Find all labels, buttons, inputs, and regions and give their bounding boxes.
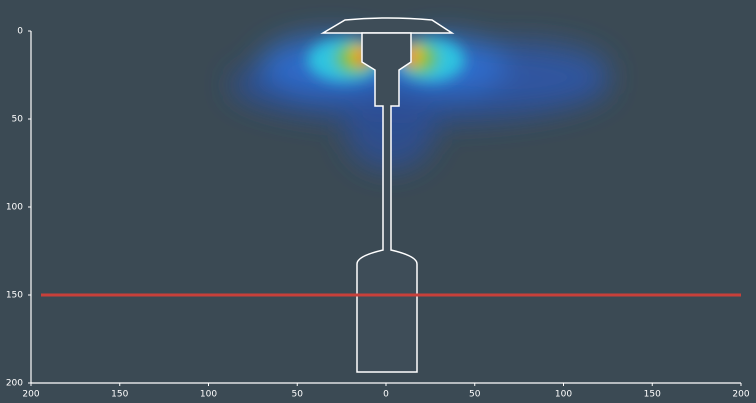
x-tick-label: 150 xyxy=(111,390,128,400)
x-tick-label: 200 xyxy=(22,390,39,400)
x-tick-label: 200 xyxy=(732,390,749,400)
y-tick-label: 150 xyxy=(6,291,23,301)
y-tick-label: 100 xyxy=(6,203,23,213)
heater-cap xyxy=(320,17,455,34)
heater-body xyxy=(356,32,418,373)
x-tick-label: 0 xyxy=(383,390,389,400)
y-tick-label: 200 xyxy=(6,379,23,389)
y-tick-label: 50 xyxy=(12,115,24,125)
x-tick-label: 100 xyxy=(200,390,217,400)
x-tick-label: 100 xyxy=(555,390,572,400)
y-tick-label: 0 xyxy=(17,27,23,37)
x-tick-label: 150 xyxy=(644,390,661,400)
x-tick-label: 50 xyxy=(469,390,481,400)
x-tick-label: 50 xyxy=(292,390,304,400)
